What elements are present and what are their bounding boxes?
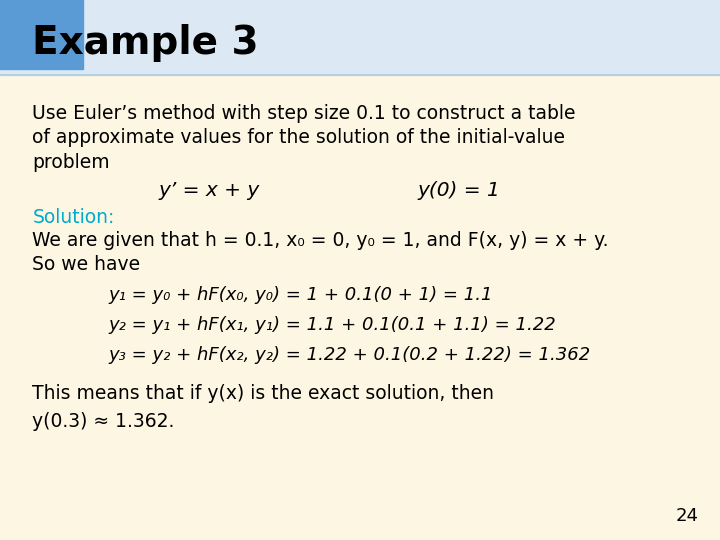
- Text: y(0.3) ≈ 1.362.: y(0.3) ≈ 1.362.: [32, 411, 175, 431]
- Text: y₁ = y₀ + hF(x₀, y₀) = 1 + 0.1(0 + 1) = 1.1: y₁ = y₀ + hF(x₀, y₀) = 1 + 0.1(0 + 1) = …: [108, 286, 492, 305]
- Text: y₂ = y₁ + hF(x₁, y₁) = 1.1 + 0.1(0.1 + 1.1) = 1.22: y₂ = y₁ + hF(x₁, y₁) = 1.1 + 0.1(0.1 + 1…: [108, 316, 556, 334]
- FancyBboxPatch shape: [0, 0, 83, 69]
- Text: y’ = x + y: y’ = x + y: [158, 180, 260, 200]
- Text: Solution:: Solution:: [32, 207, 114, 227]
- FancyBboxPatch shape: [0, 0, 720, 75]
- Text: Example 3: Example 3: [32, 24, 259, 62]
- Text: So we have: So we have: [32, 255, 140, 274]
- Text: of approximate values for the solution of the initial-value: of approximate values for the solution o…: [32, 128, 565, 147]
- Text: y(0) = 1: y(0) = 1: [418, 180, 500, 200]
- Text: y₃ = y₂ + hF(x₂, y₂) = 1.22 + 0.1(0.2 + 1.22) = 1.362: y₃ = y₂ + hF(x₂, y₂) = 1.22 + 0.1(0.2 + …: [108, 346, 590, 364]
- Text: Use Euler’s method with step size 0.1 to construct a table: Use Euler’s method with step size 0.1 to…: [32, 104, 576, 123]
- Text: We are given that h = 0.1, x₀ = 0, y₀ = 1, and F(x, y) = x + y.: We are given that h = 0.1, x₀ = 0, y₀ = …: [32, 231, 609, 251]
- Text: problem: problem: [32, 152, 110, 172]
- Text: 24: 24: [675, 507, 698, 525]
- Text: This means that if y(x) is the exact solution, then: This means that if y(x) is the exact sol…: [32, 383, 495, 403]
